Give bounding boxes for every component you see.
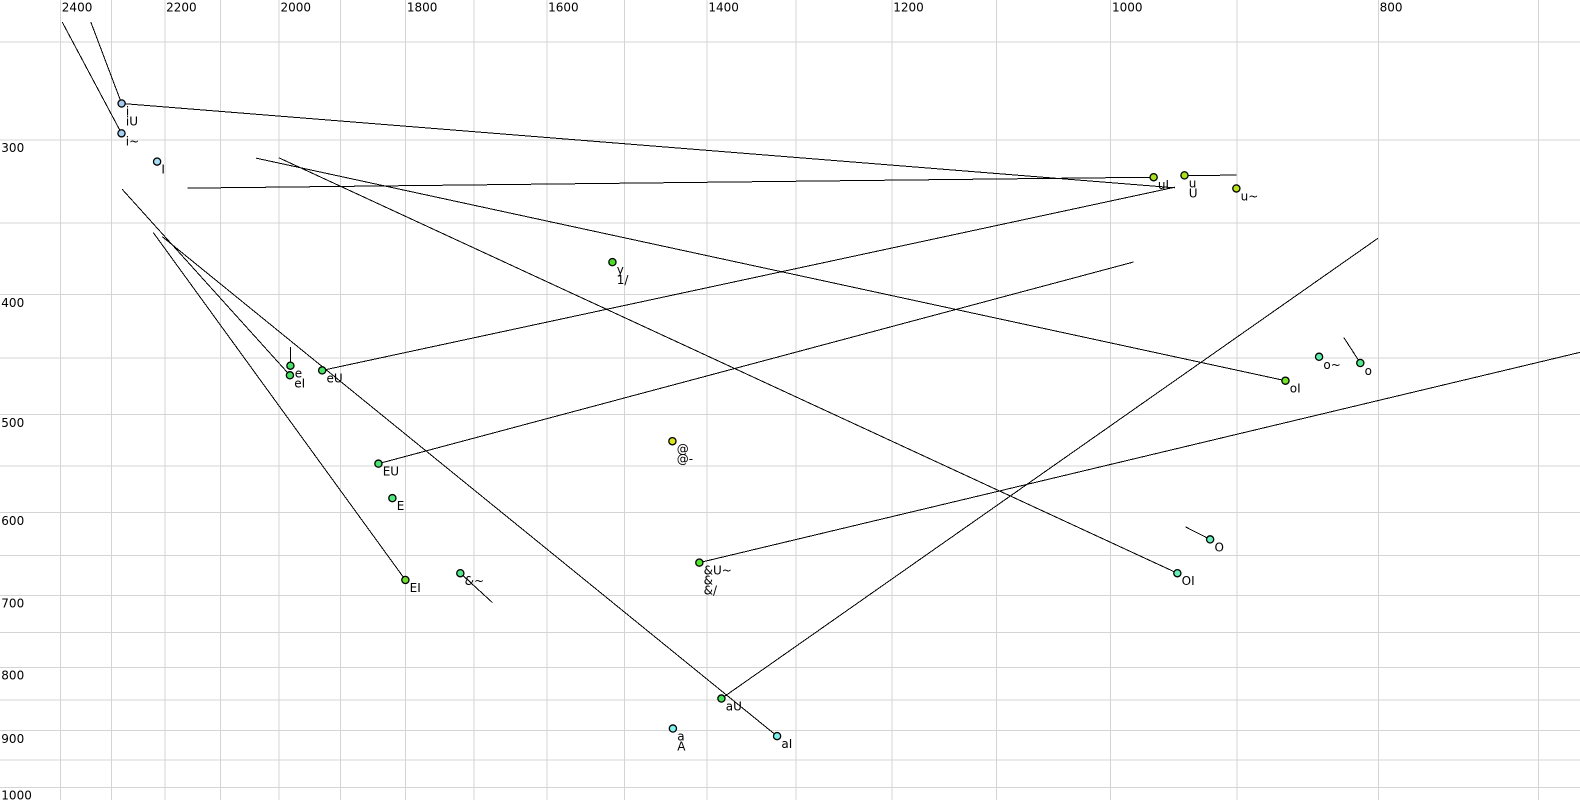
vowel-point-a[interactable] [668, 724, 678, 733]
glide-line-EU [378, 261, 1134, 465]
vowel-points-layer [117, 99, 1365, 741]
vowel-point-eI[interactable] [285, 371, 295, 380]
glide-line-iU [121, 102, 1176, 189]
vowel-label-EI: EI [410, 581, 421, 595]
vowel-label-I: I [161, 163, 165, 177]
vowel-point-u[interactable] [1180, 171, 1189, 180]
vowel-label-a: a [677, 730, 684, 744]
vowel-label-u: u [1189, 176, 1197, 190]
x-tick-label-2000: 2000 [281, 1, 312, 15]
vowel-label-EU: EU [383, 465, 399, 479]
x-tick-label-1400: 1400 [708, 1, 739, 15]
y-tick-label-300: 300 [1, 141, 24, 155]
glide-line-aU [721, 237, 1379, 699]
glide-line-EI [152, 232, 406, 581]
glide-line-_ [459, 572, 493, 603]
x-tick-label-2200: 2200 [166, 1, 197, 15]
glide-line-uI [187, 176, 1154, 189]
vowel-label-eU: eU [326, 371, 342, 385]
vowel-point-uI[interactable] [1149, 172, 1158, 182]
vowel-label-_: @- [677, 452, 693, 466]
y-tick-label-600: 600 [1, 514, 24, 528]
x-tick-label-1200: 1200 [893, 1, 924, 15]
vowel-label-iU: iU [126, 114, 138, 128]
vowel-point-i[interactable] [117, 99, 126, 108]
glide-line-eU [322, 186, 1176, 371]
vowel-point-eU[interactable] [317, 366, 327, 375]
vowel-point-u_[interactable] [1232, 184, 1241, 193]
glide-line-oI [255, 157, 1286, 382]
vowel-label-i_: i~ [126, 134, 139, 148]
glide-line-i_ [61, 21, 122, 134]
vowel-label-i: i [126, 104, 129, 118]
vowel-point-OI[interactable] [1173, 568, 1182, 578]
y-tick-label-800: 800 [1, 668, 24, 682]
vowel-point-o_[interactable] [1314, 352, 1324, 362]
vowel-label-_: &/ [704, 584, 718, 598]
vowel-point-EI[interactable] [401, 575, 410, 585]
vowel-labels-layer: iiU i~ Iy1/eeI eU EU E EI &~ @@- &U~&&/ aU aA aI uU u~… [126, 104, 1372, 753]
vowel-label-aI: aI [781, 737, 792, 751]
axis-tick-labels-layer: 2400 2200 2000 1800 1600 1400 1200 1000 800 300 40… [1, 1, 1402, 800]
vowel-label-y: y [617, 263, 624, 277]
vowel-point-_[interactable] [668, 436, 677, 446]
vowel-label-A: A [677, 740, 686, 754]
vowel-point-aU[interactable] [717, 694, 726, 703]
vowel-point-i_[interactable] [117, 129, 126, 138]
x-tick-label-1000: 1000 [1112, 1, 1143, 15]
vowel-point-o[interactable] [1356, 358, 1365, 368]
vowel-label-OI: OI [1182, 574, 1195, 588]
y-tick-label-700: 700 [1, 597, 24, 611]
glide-line-OI [278, 157, 1178, 574]
glide-line-aI [161, 236, 778, 737]
x-tick-label-2400: 2400 [62, 1, 93, 15]
vowel-label-_U_: &U~ [704, 564, 732, 578]
x-tick-label-1600: 1600 [548, 1, 579, 15]
vowel-label-aU: aU [726, 700, 742, 714]
glide-line-eI [121, 188, 291, 376]
y-tick-label-900: 900 [1, 732, 24, 746]
vowel-label-eI: eI [294, 376, 305, 390]
glide-line-o [1343, 337, 1361, 364]
y-tick-label-500: 500 [1, 416, 24, 430]
x-tick-label-800: 800 [1380, 1, 1403, 15]
vowel-label-o_: o~ [1323, 358, 1340, 372]
y-tick-label-400: 400 [1, 296, 24, 310]
vowel-label-E: E [397, 499, 405, 513]
vowel-point-e[interactable] [286, 361, 295, 370]
vowel-label-u_: u~ [1241, 189, 1259, 203]
vowel-point-_U_[interactable] [695, 558, 704, 567]
vowel-point-aI[interactable] [772, 731, 782, 741]
glide-line-_U_ [699, 351, 1580, 564]
x-tick-label-1800: 1800 [407, 1, 438, 15]
vowel-point-I[interactable] [152, 157, 162, 166]
vowel-point-O[interactable] [1205, 535, 1215, 544]
glide-line-O [1185, 526, 1211, 540]
vowel-point-y[interactable] [608, 257, 617, 267]
vowel-label-1_: 1/ [617, 273, 630, 287]
vowel-label-oI: oI [1290, 382, 1301, 396]
glide-trajectories-layer [61, 21, 1580, 737]
vowel-label-e: e [295, 367, 302, 381]
y-tick-label-1000: 1000 [1, 788, 32, 800]
vowel-label-_: &~ [465, 574, 484, 588]
vowel-point-oI[interactable] [1281, 376, 1290, 385]
vowel-label-_: @ [677, 442, 689, 456]
vowel-label-O: O [1214, 540, 1223, 554]
vowel-label-o: o [1365, 364, 1372, 378]
vowel-label-_: & [704, 574, 713, 588]
vowel-point-_[interactable] [456, 568, 465, 578]
vowel-point-EU[interactable] [374, 459, 383, 468]
vowel-point-E[interactable] [388, 493, 397, 503]
vowel-label-uI: uI [1158, 178, 1169, 192]
glide-line-i [90, 21, 123, 104]
vowel-label-U: U [1189, 186, 1198, 200]
